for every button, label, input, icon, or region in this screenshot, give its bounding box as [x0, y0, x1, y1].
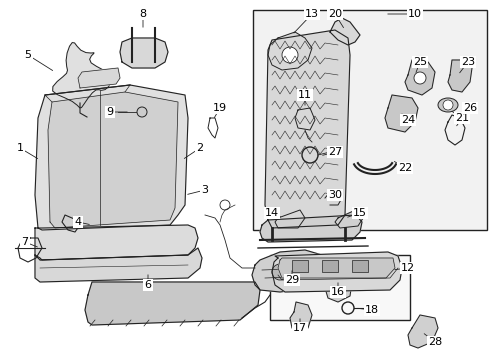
Bar [270, 255, 410, 320]
Text: 27: 27 [328, 147, 342, 157]
Polygon shape [405, 60, 435, 95]
Text: 24: 24 [401, 115, 415, 125]
Text: 18: 18 [365, 305, 379, 315]
Text: 28: 28 [428, 337, 442, 347]
Text: 22: 22 [398, 163, 412, 173]
Circle shape [414, 72, 426, 84]
Polygon shape [53, 42, 111, 108]
Polygon shape [325, 270, 352, 302]
Polygon shape [272, 252, 402, 292]
Text: 11: 11 [298, 90, 312, 100]
Polygon shape [330, 18, 360, 45]
Bar [292, 260, 308, 272]
Text: 16: 16 [331, 287, 345, 297]
Circle shape [137, 107, 147, 117]
Text: 4: 4 [74, 217, 81, 227]
Text: 29: 29 [285, 275, 299, 285]
Bar [322, 260, 338, 272]
Text: 10: 10 [408, 9, 422, 19]
Polygon shape [278, 258, 395, 278]
Text: 12: 12 [401, 263, 415, 273]
Text: 20: 20 [328, 9, 342, 19]
Text: 1: 1 [17, 143, 24, 153]
Polygon shape [260, 215, 362, 242]
Text: 30: 30 [328, 190, 342, 200]
Polygon shape [290, 302, 312, 332]
Polygon shape [385, 95, 418, 132]
Circle shape [443, 100, 453, 110]
Text: 5: 5 [24, 50, 31, 60]
Text: 17: 17 [293, 323, 307, 333]
Text: 15: 15 [353, 208, 367, 218]
Polygon shape [335, 208, 365, 228]
Text: 14: 14 [265, 208, 279, 218]
Polygon shape [35, 225, 198, 260]
Text: 8: 8 [140, 9, 147, 19]
Polygon shape [78, 68, 120, 88]
Text: 3: 3 [201, 185, 209, 195]
Polygon shape [48, 92, 178, 228]
Text: 23: 23 [461, 57, 475, 67]
Bar [352, 260, 368, 272]
Text: 2: 2 [196, 143, 203, 153]
Bar [253, 10, 487, 230]
Text: 26: 26 [463, 103, 477, 113]
Polygon shape [120, 38, 168, 68]
Polygon shape [408, 315, 438, 348]
Polygon shape [275, 210, 305, 228]
Text: 19: 19 [213, 103, 227, 113]
Polygon shape [325, 190, 342, 205]
Circle shape [282, 47, 298, 63]
Polygon shape [35, 248, 202, 282]
Text: 9: 9 [106, 107, 114, 117]
Polygon shape [295, 108, 315, 130]
Text: 25: 25 [413, 57, 427, 67]
Polygon shape [35, 85, 188, 230]
Polygon shape [85, 282, 260, 325]
Polygon shape [252, 250, 328, 292]
Text: 21: 21 [455, 113, 469, 123]
Text: 6: 6 [145, 280, 151, 290]
Text: 13: 13 [305, 9, 319, 19]
Text: 7: 7 [22, 237, 28, 247]
Polygon shape [448, 60, 472, 92]
Circle shape [272, 264, 288, 280]
Ellipse shape [438, 98, 458, 112]
Polygon shape [265, 30, 350, 228]
Polygon shape [268, 32, 312, 70]
